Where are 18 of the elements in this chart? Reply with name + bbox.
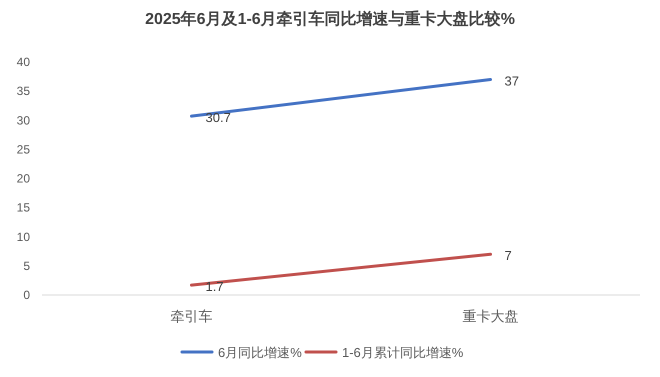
data-label: 37 bbox=[504, 73, 519, 88]
chart-title: 2025年6月及1-6月牵引车同比增速与重卡大盘比较% bbox=[145, 10, 515, 28]
data-label: 30.7 bbox=[206, 110, 231, 126]
x-tick-label: 牵引车 bbox=[170, 308, 212, 324]
y-tick-label: 25 bbox=[16, 142, 30, 156]
x-tick-label: 重卡大盘 bbox=[462, 308, 518, 324]
legend-label: 6月同比增速% bbox=[218, 345, 302, 360]
y-tick-label: 40 bbox=[16, 55, 30, 69]
legend-label: 1-6月累计同比增速% bbox=[342, 345, 464, 360]
y-tick-label: 15 bbox=[16, 200, 30, 215]
y-tick-label: 30 bbox=[16, 113, 30, 128]
y-tick-label: 0 bbox=[23, 288, 30, 302]
y-tick-label: 35 bbox=[16, 84, 30, 98]
y-tick-label: 10 bbox=[16, 230, 30, 244]
y-tick-label: 5 bbox=[23, 258, 30, 273]
data-label: 1.7 bbox=[206, 279, 224, 294]
data-label: 7 bbox=[504, 248, 512, 264]
y-tick-label: 20 bbox=[16, 172, 30, 186]
